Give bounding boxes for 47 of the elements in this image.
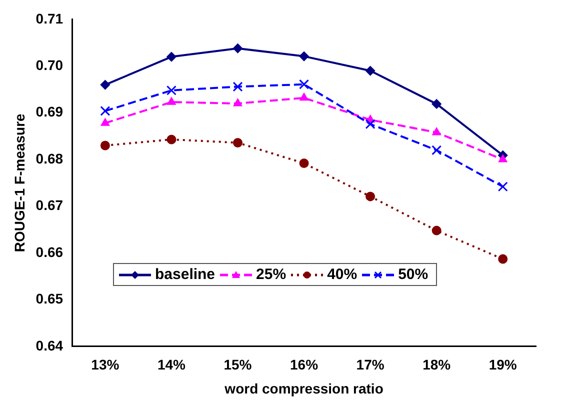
y-tick-label: 0.70 <box>36 56 64 73</box>
point <box>232 82 243 92</box>
x-tick-label: 19% <box>488 356 518 373</box>
y-tick-label: 0.65 <box>36 290 64 307</box>
point <box>299 158 309 168</box>
point <box>432 128 441 136</box>
point <box>100 140 110 150</box>
x-tick-label: 16% <box>290 356 319 373</box>
point <box>166 52 176 62</box>
point <box>167 97 176 105</box>
point <box>300 93 308 101</box>
point <box>365 119 376 130</box>
point <box>166 85 176 96</box>
y-tick-label: 0.68 <box>36 150 64 166</box>
point <box>100 106 110 116</box>
x-tick-label: 14% <box>157 356 186 373</box>
point <box>498 182 508 192</box>
legend-label: 40% <box>327 266 358 283</box>
point <box>299 52 309 62</box>
x-tick-label: 18% <box>422 356 452 373</box>
x-axis-title: word compression ratio <box>224 380 384 396</box>
point <box>432 145 442 156</box>
y-tick-label: 0.71 <box>36 10 64 26</box>
y-axis-title: ROUGE-1 F-measure <box>11 113 28 252</box>
y-tick-label: 0.64 <box>36 337 64 354</box>
y-tick-label: 0.66 <box>36 244 64 260</box>
point <box>232 138 242 148</box>
point <box>100 118 110 126</box>
x-tick-label: 17% <box>356 356 385 373</box>
point <box>498 154 508 162</box>
legend-label: 25% <box>256 266 286 283</box>
point <box>100 80 110 90</box>
legend-label: baseline <box>155 266 216 283</box>
y-tick-label: 0.67 <box>36 197 64 214</box>
x-tick-label: 13% <box>91 356 120 373</box>
point <box>232 44 242 54</box>
point <box>299 79 310 90</box>
point <box>498 254 508 264</box>
legend-label: 50% <box>398 266 428 283</box>
point <box>366 66 376 76</box>
x-tick-label: 15% <box>224 356 252 373</box>
point <box>366 192 376 202</box>
point <box>432 226 442 236</box>
y-tick-label: 0.69 <box>36 104 64 120</box>
point <box>234 98 242 106</box>
point <box>166 134 176 144</box>
point <box>432 99 442 109</box>
